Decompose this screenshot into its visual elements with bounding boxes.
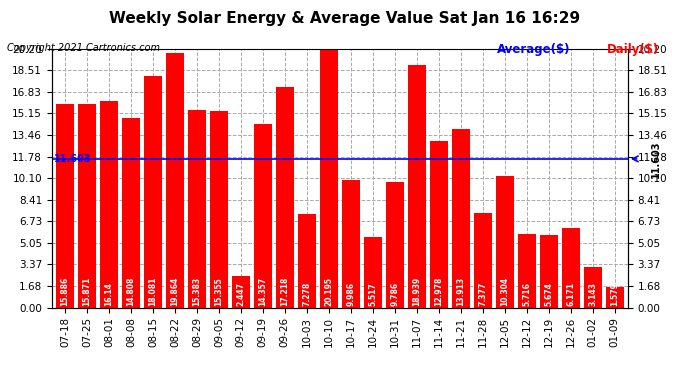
Bar bbox=[166, 53, 184, 307]
Text: 18.081: 18.081 bbox=[148, 276, 157, 306]
Text: Copyright 2021 Cartronics.com: Copyright 2021 Cartronics.com bbox=[7, 43, 160, 53]
Bar bbox=[430, 141, 448, 308]
Bar bbox=[56, 104, 74, 308]
Text: 15.886: 15.886 bbox=[61, 276, 70, 306]
Bar bbox=[188, 111, 206, 308]
Bar bbox=[276, 87, 294, 308]
Text: 14.357: 14.357 bbox=[258, 276, 267, 306]
Bar bbox=[122, 118, 139, 308]
Text: 11.603: 11.603 bbox=[54, 154, 92, 164]
Text: 20.195: 20.195 bbox=[324, 277, 333, 306]
Bar bbox=[474, 213, 491, 308]
Bar bbox=[78, 104, 96, 308]
Bar bbox=[386, 182, 404, 308]
Text: 9.786: 9.786 bbox=[391, 282, 400, 306]
Text: 7.278: 7.278 bbox=[302, 281, 311, 306]
Bar bbox=[342, 180, 359, 308]
Text: 14.808: 14.808 bbox=[126, 276, 135, 306]
Bar bbox=[364, 237, 382, 308]
Bar bbox=[100, 101, 118, 308]
Bar bbox=[562, 228, 580, 308]
Bar bbox=[408, 65, 426, 308]
Bar bbox=[320, 49, 337, 308]
Text: Average($): Average($) bbox=[497, 43, 571, 56]
Bar bbox=[606, 287, 624, 308]
Bar bbox=[144, 76, 161, 307]
Bar bbox=[518, 234, 535, 308]
Text: 13.913: 13.913 bbox=[456, 276, 465, 306]
Text: Weekly Solar Energy & Average Value Sat Jan 16 16:29: Weekly Solar Energy & Average Value Sat … bbox=[110, 11, 580, 26]
Bar bbox=[232, 276, 250, 308]
Text: 11.603: 11.603 bbox=[651, 140, 661, 178]
Text: 17.218: 17.218 bbox=[280, 276, 289, 306]
Text: 5.716: 5.716 bbox=[522, 282, 531, 306]
Text: 10.304: 10.304 bbox=[500, 276, 509, 306]
Bar bbox=[496, 176, 513, 308]
Bar bbox=[298, 214, 315, 308]
Text: 7.377: 7.377 bbox=[478, 281, 487, 306]
Text: 2.447: 2.447 bbox=[237, 282, 246, 306]
Bar bbox=[584, 267, 602, 308]
Text: 15.383: 15.383 bbox=[193, 276, 201, 306]
Text: 19.864: 19.864 bbox=[170, 276, 179, 306]
Text: 5.674: 5.674 bbox=[544, 282, 553, 306]
Text: 1.579: 1.579 bbox=[610, 282, 619, 306]
Text: 6.171: 6.171 bbox=[566, 282, 575, 306]
Bar bbox=[254, 124, 272, 308]
Text: 12.978: 12.978 bbox=[434, 276, 443, 306]
Bar bbox=[210, 111, 228, 308]
Text: 15.355: 15.355 bbox=[215, 277, 224, 306]
Text: 16.14: 16.14 bbox=[104, 282, 113, 306]
Text: Daily($): Daily($) bbox=[607, 43, 660, 56]
Text: 18.939: 18.939 bbox=[413, 276, 422, 306]
Bar bbox=[540, 235, 558, 308]
Bar bbox=[452, 129, 470, 308]
Text: 15.871: 15.871 bbox=[82, 276, 92, 306]
Text: 9.986: 9.986 bbox=[346, 282, 355, 306]
Text: 3.143: 3.143 bbox=[588, 282, 598, 306]
Text: 5.517: 5.517 bbox=[368, 282, 377, 306]
